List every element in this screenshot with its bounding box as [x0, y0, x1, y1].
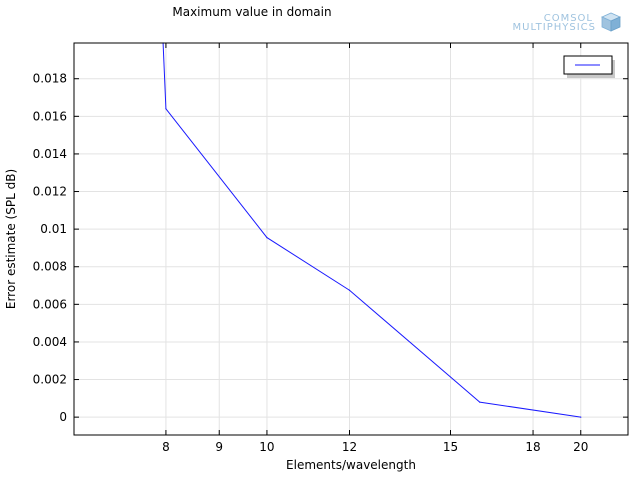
- x-axis-label: Elements/wavelength: [286, 458, 416, 472]
- brand-line-2: MULTIPHYSICS: [513, 22, 596, 33]
- x-tick-label: 9: [215, 440, 223, 454]
- series-layer: [162, 42, 582, 418]
- chart-title: Maximum value in domain: [172, 5, 331, 19]
- series-line-1: [162, 42, 581, 418]
- comsol-logo: COMSOL MULTIPHYSICS: [513, 12, 621, 33]
- y-tick-label: 0.002: [33, 373, 67, 387]
- plot-frame: [73, 42, 629, 436]
- data-point: [348, 289, 351, 291]
- brand-line-1: COMSOL: [544, 13, 593, 24]
- x-tick-label: 20: [573, 440, 588, 454]
- ticks: 8 9 10 12 15 18 20 0 0.002 0.004 0.006 0.008 0.01 0.0…: [33, 43, 628, 454]
- y-tick-label: 0.018: [33, 72, 67, 86]
- x-tick-label: 18: [525, 440, 540, 454]
- x-tick-label: 12: [342, 440, 357, 454]
- y-tick-label: 0.004: [33, 335, 67, 349]
- y-tick-label: 0.01: [40, 222, 67, 236]
- data-point: [266, 236, 268, 239]
- y-tick-label: 0.012: [33, 185, 67, 199]
- grid: [74, 43, 628, 435]
- y-tick-label: 0: [59, 410, 67, 424]
- y-tick-label: 0.008: [33, 260, 67, 274]
- x-tick-label: 8: [162, 440, 170, 454]
- x-tick-label: 15: [443, 440, 458, 454]
- data-point: [479, 401, 481, 403]
- y-tick-label: 0.006: [33, 297, 67, 311]
- y-tick-label: 0.014: [33, 147, 67, 161]
- legend: [563, 55, 615, 78]
- x-tick-label: 10: [259, 440, 274, 454]
- comsol-cube-icon: [601, 12, 621, 32]
- y-tick-label: 0.016: [33, 109, 67, 123]
- data-point: [165, 108, 167, 110]
- y-axis-label: Error estimate (SPL dB): [4, 169, 18, 309]
- data-point: [580, 416, 582, 418]
